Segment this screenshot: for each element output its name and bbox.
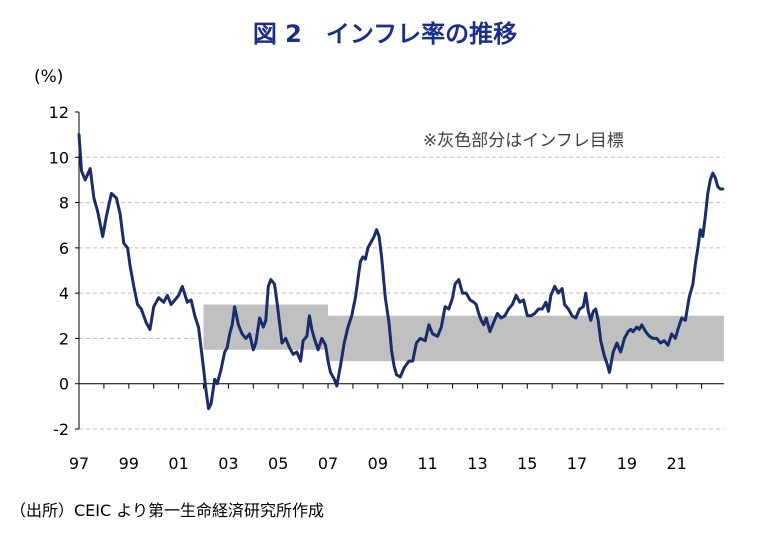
y-tick-label: -2: [53, 420, 69, 439]
x-tick-label: 97: [69, 454, 89, 473]
target-band-annotation: ※灰色部分はインフレ目標: [423, 131, 624, 151]
x-tick-label: 07: [318, 454, 338, 473]
x-tick-label: 03: [218, 454, 238, 473]
target-band-area: [203, 304, 724, 362]
y-tick-label: 8: [59, 194, 69, 213]
x-tick-labels: 97 99 01 03 05 07 09 11 13 15 17 19 21: [69, 454, 687, 473]
y-tick-label: 2: [59, 329, 69, 348]
source-note: （出所）CEIC より第一生命経済研究所作成: [10, 501, 324, 520]
x-tick-label: 09: [368, 454, 388, 473]
axes: [75, 111, 724, 430]
x-tick-label: 21: [667, 454, 687, 473]
y-tick-label: 4: [59, 284, 69, 303]
inflation-series: [77, 133, 725, 411]
y-tick-label: 12: [49, 103, 69, 122]
y-tick-label: 10: [49, 148, 69, 167]
x-tick-label: 05: [268, 454, 288, 473]
x-tick-label: 13: [467, 454, 487, 473]
y-axis-label: (%): [34, 67, 63, 87]
inflation-target-band: [203, 304, 724, 362]
inflation-rate-line: [77, 133, 725, 411]
x-tick-label: 15: [517, 454, 537, 473]
x-tick-label: 99: [119, 454, 139, 473]
y-tick-label: 6: [59, 239, 69, 258]
x-tick-label: 11: [417, 454, 437, 473]
y-tick-label: 0: [59, 375, 69, 394]
chart-title: 図 2 インフレ率の推移: [252, 20, 518, 48]
x-tick-label: 01: [168, 454, 188, 473]
x-tick-label: 17: [567, 454, 587, 473]
x-tick-label: 19: [617, 454, 637, 473]
y-tick-labels: -2 0 2 4 6 8 10 12: [49, 103, 69, 439]
